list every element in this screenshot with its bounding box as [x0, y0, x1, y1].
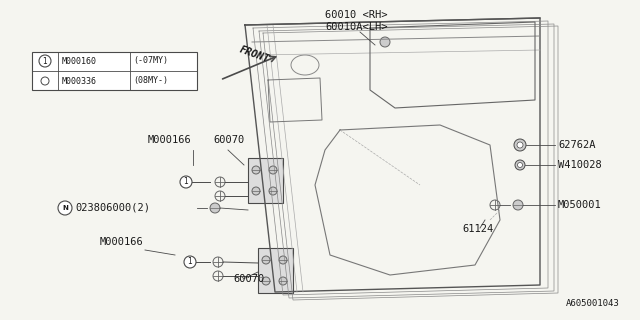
FancyBboxPatch shape [32, 52, 197, 90]
Text: M000336: M000336 [62, 76, 97, 85]
Text: (-07MY): (-07MY) [133, 57, 168, 66]
Circle shape [514, 139, 526, 151]
Circle shape [515, 160, 525, 170]
Text: 1: 1 [188, 258, 193, 267]
Circle shape [184, 256, 196, 268]
Text: 1: 1 [43, 57, 47, 66]
Circle shape [58, 201, 72, 215]
Text: (08MY-): (08MY-) [133, 76, 168, 85]
Text: N: N [62, 205, 68, 211]
FancyBboxPatch shape [258, 248, 293, 293]
Circle shape [380, 37, 390, 47]
Circle shape [39, 55, 51, 67]
Text: M000160: M000160 [62, 57, 97, 66]
Circle shape [513, 200, 523, 210]
Text: 62762A: 62762A [558, 140, 595, 150]
Circle shape [517, 142, 523, 148]
Circle shape [41, 77, 49, 85]
Text: FRONT: FRONT [238, 45, 271, 65]
Circle shape [252, 166, 260, 174]
Circle shape [279, 256, 287, 264]
Circle shape [210, 203, 220, 213]
Text: 60070: 60070 [213, 135, 244, 145]
Text: 60070: 60070 [233, 274, 264, 284]
Circle shape [252, 187, 260, 195]
Circle shape [518, 163, 522, 167]
Circle shape [269, 187, 277, 195]
Text: 023806000(2): 023806000(2) [75, 203, 150, 213]
Text: W410028: W410028 [558, 160, 602, 170]
Circle shape [269, 166, 277, 174]
Text: 61124: 61124 [462, 224, 493, 234]
Text: 60010A<LH>: 60010A<LH> [325, 22, 387, 32]
Text: M000166: M000166 [100, 237, 144, 247]
Circle shape [180, 176, 192, 188]
Circle shape [262, 277, 270, 285]
Circle shape [262, 256, 270, 264]
FancyBboxPatch shape [248, 158, 283, 203]
Circle shape [279, 277, 287, 285]
Text: 60010 <RH>: 60010 <RH> [325, 10, 387, 20]
Text: 1: 1 [184, 178, 188, 187]
Text: M050001: M050001 [558, 200, 602, 210]
Text: A605001043: A605001043 [566, 299, 620, 308]
Text: M000166: M000166 [148, 135, 192, 145]
